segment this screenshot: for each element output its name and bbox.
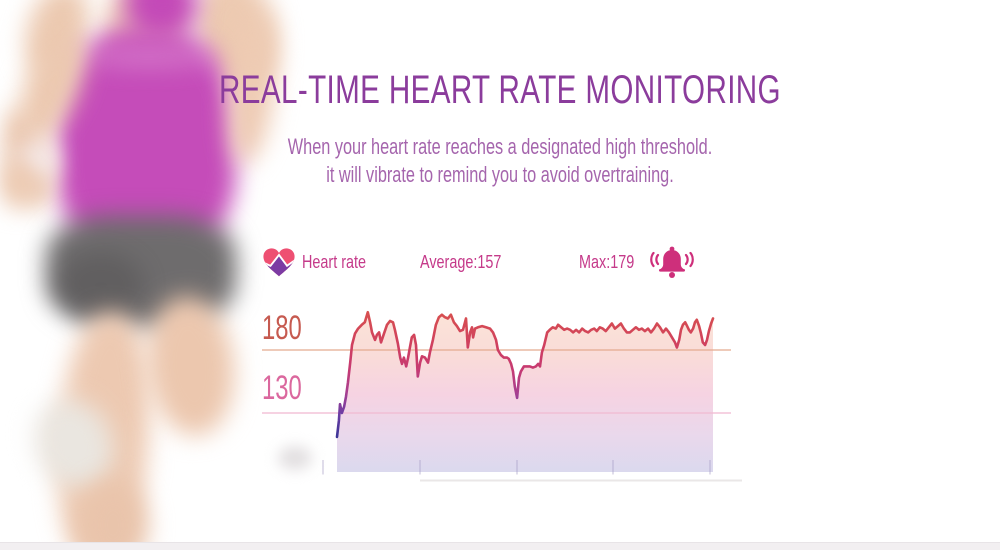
runner-chest-seam [84,48,214,66]
runner-shorts-shadow [58,252,144,318]
legend-max-value: Max:179 [579,252,635,272]
subtitle-line-2: it will vibrate to remind you to avoid o… [326,162,674,187]
heart-rate-chart [262,310,742,482]
page-subtitle: When your heart rate reaches a designate… [130,133,870,189]
page-title: REAL-TIME HEART RATE MONITORING [219,68,781,112]
runner-left-calf [78,480,148,550]
y-axis-label-180: 180 [262,309,302,347]
chart-x-ticks [322,460,711,475]
chart-area-fill [337,312,713,472]
heart-pulse-icon [263,248,295,277]
legend-series-label: Heart rate [302,252,367,272]
runner-hand [0,160,36,208]
photo-shadow-artifact [278,446,312,470]
floor-strip [0,542,1000,550]
bell-body [659,246,685,278]
bell-sound-waves [650,251,694,268]
subtitle-line-1: When your heart rate reaches a designate… [287,134,713,159]
heart-rate-line [335,310,715,439]
vibrating-bell-icon [650,246,694,278]
runner-photo-blur [0,0,312,550]
legend-average-value: Average:157 [420,252,502,272]
y-axis-label-130: 130 [262,369,302,407]
